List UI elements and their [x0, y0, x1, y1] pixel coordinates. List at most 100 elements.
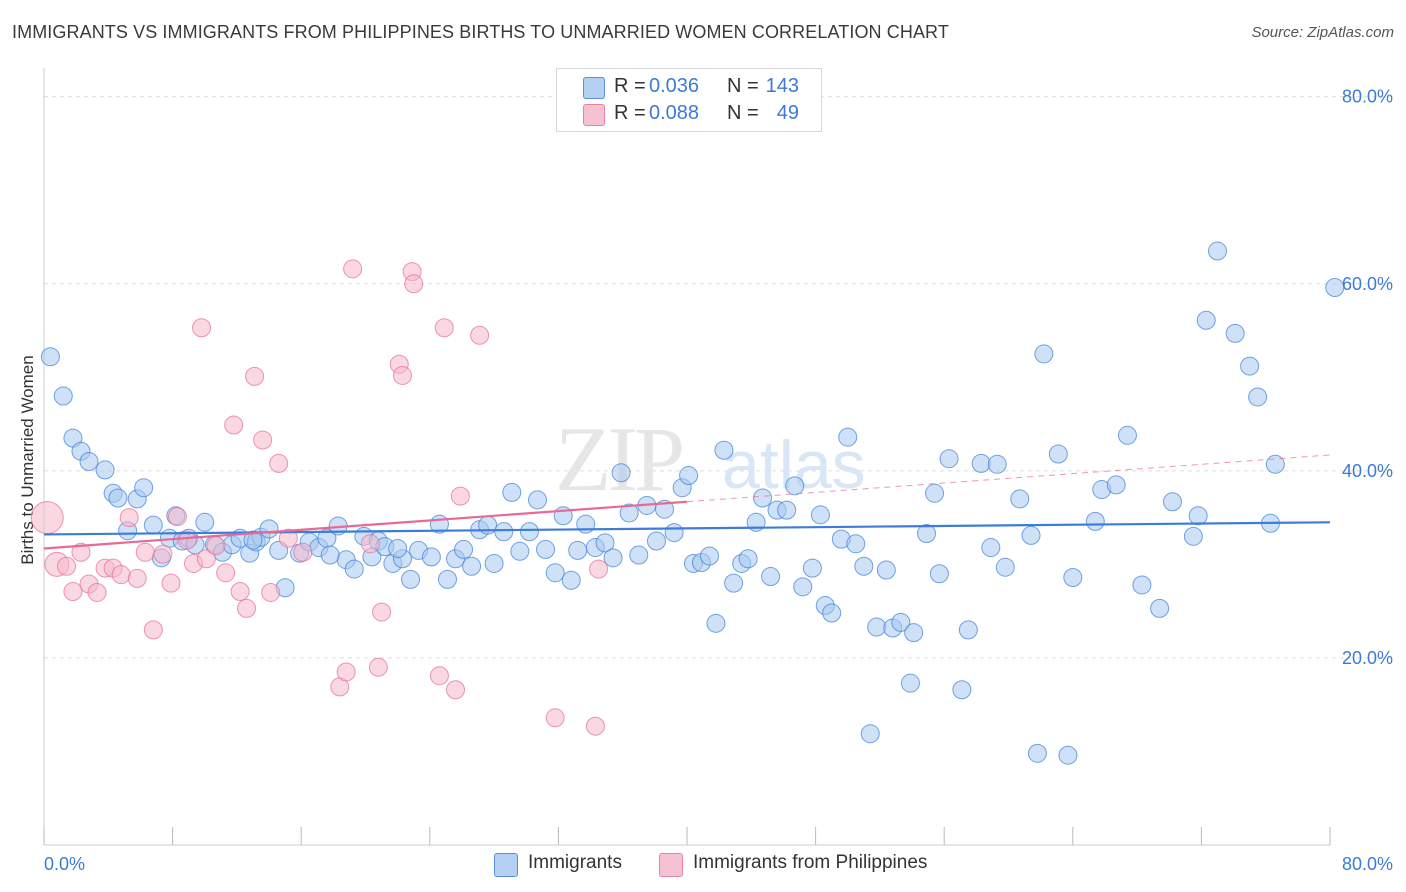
y-tick-label: 80.0% — [1342, 87, 1393, 107]
point-philippines — [230, 582, 250, 602]
point-philippines — [245, 366, 265, 386]
point-immigrants — [320, 545, 340, 565]
point-immigrants — [528, 490, 548, 510]
point-philippines — [336, 662, 356, 682]
point-immigrants — [952, 680, 972, 700]
r-value: 0.088 — [649, 102, 700, 124]
point-philippines — [177, 530, 197, 550]
point-immigrants — [854, 556, 874, 576]
point-immigrants — [510, 541, 530, 561]
point-philippines — [87, 582, 107, 602]
point-immigrants — [904, 623, 924, 643]
point-philippines — [360, 534, 380, 554]
point-philippines — [368, 657, 388, 677]
watermark-zip: ZIP — [555, 408, 682, 510]
point-philippines — [434, 318, 454, 338]
point-immigrants — [629, 545, 649, 565]
point-philippines — [30, 501, 64, 535]
point-immigrants — [561, 570, 581, 590]
point-immigrants — [195, 512, 215, 532]
point-immigrants — [891, 612, 911, 632]
point-immigrants — [810, 505, 830, 525]
point-immigrants — [1225, 323, 1245, 343]
point-immigrants — [1027, 743, 1047, 763]
stats-row-immigrants: R = 0.036 N = 143 — [557, 74, 819, 100]
point-immigrants — [1188, 506, 1208, 526]
chart-title: IMMIGRANTS VS IMMIGRANTS FROM PHILIPPINE… — [12, 22, 949, 42]
trend-line-philippines-extension — [686, 454, 1331, 503]
source-label: Source: ZipAtlas.com — [1251, 24, 1394, 41]
legend-label: Immigrants from Philippines — [693, 852, 928, 873]
point-philippines — [253, 430, 273, 450]
point-immigrants — [1058, 745, 1078, 765]
point-immigrants — [243, 530, 263, 550]
point-immigrants — [1085, 511, 1105, 531]
point-immigrants — [1132, 575, 1152, 595]
point-immigrants — [738, 549, 758, 569]
point-immigrants — [700, 546, 720, 566]
point-immigrants — [785, 476, 805, 496]
point-immigrants — [401, 569, 421, 589]
point-philippines — [343, 259, 363, 279]
point-immigrants — [1240, 356, 1260, 376]
point-philippines — [127, 568, 147, 588]
point-immigrants — [1183, 526, 1203, 546]
r-label: R = — [614, 75, 646, 97]
point-philippines — [153, 544, 173, 564]
point-philippines — [63, 582, 83, 602]
point-immigrants — [344, 559, 364, 579]
n-label: N = — [727, 102, 759, 124]
point-immigrants — [958, 620, 978, 640]
point-immigrants — [664, 523, 684, 543]
point-immigrants — [706, 613, 726, 633]
point-immigrants — [619, 503, 639, 523]
data-points — [30, 241, 1345, 765]
point-immigrants — [714, 440, 734, 460]
point-immigrants — [484, 553, 504, 573]
point-immigrants — [1117, 425, 1137, 445]
point-philippines — [237, 598, 257, 618]
point-philippines — [57, 556, 77, 576]
point-philippines — [392, 365, 412, 385]
point-immigrants — [95, 460, 115, 480]
legend-swatch-philippines — [659, 853, 683, 877]
point-philippines — [446, 680, 466, 700]
r-value: 0.036 — [649, 75, 700, 97]
point-immigrants — [929, 564, 949, 584]
stats-box: R = 0.036 N = 143 R = 0.088 N = 49 — [556, 68, 822, 132]
point-immigrants — [259, 519, 279, 539]
point-immigrants — [454, 539, 474, 559]
point-immigrants — [611, 463, 631, 483]
point-immigrants — [568, 540, 588, 560]
legend-swatch-immigrants — [494, 853, 518, 877]
legend-label: Immigrants — [528, 852, 622, 873]
point-immigrants — [1010, 489, 1030, 509]
point-philippines — [404, 274, 424, 294]
point-philippines — [111, 565, 131, 585]
point-immigrants — [1265, 454, 1285, 474]
point-philippines — [450, 486, 470, 506]
point-immigrants — [79, 452, 99, 471]
point-immigrants — [876, 560, 896, 580]
point-philippines — [278, 528, 298, 548]
axes — [43, 68, 1331, 846]
point-immigrants — [1048, 444, 1068, 464]
point-immigrants — [545, 563, 565, 583]
point-immigrants — [388, 538, 408, 558]
point-immigrants — [1162, 492, 1182, 512]
point-philippines — [470, 325, 490, 345]
stats-swatch-philippines — [583, 104, 605, 126]
point-immigrants — [1021, 525, 1041, 545]
point-immigrants — [822, 603, 842, 623]
trend-lines — [43, 454, 1331, 550]
point-immigrants — [860, 724, 880, 744]
point-immigrants — [519, 522, 539, 542]
point-immigrants — [502, 482, 522, 502]
point-immigrants — [536, 539, 556, 559]
n-label: N = — [727, 75, 759, 97]
point-philippines — [372, 602, 392, 622]
point-immigrants — [987, 454, 1007, 474]
point-immigrants — [134, 478, 154, 498]
point-immigrants — [724, 573, 744, 593]
point-immigrants — [995, 557, 1015, 577]
